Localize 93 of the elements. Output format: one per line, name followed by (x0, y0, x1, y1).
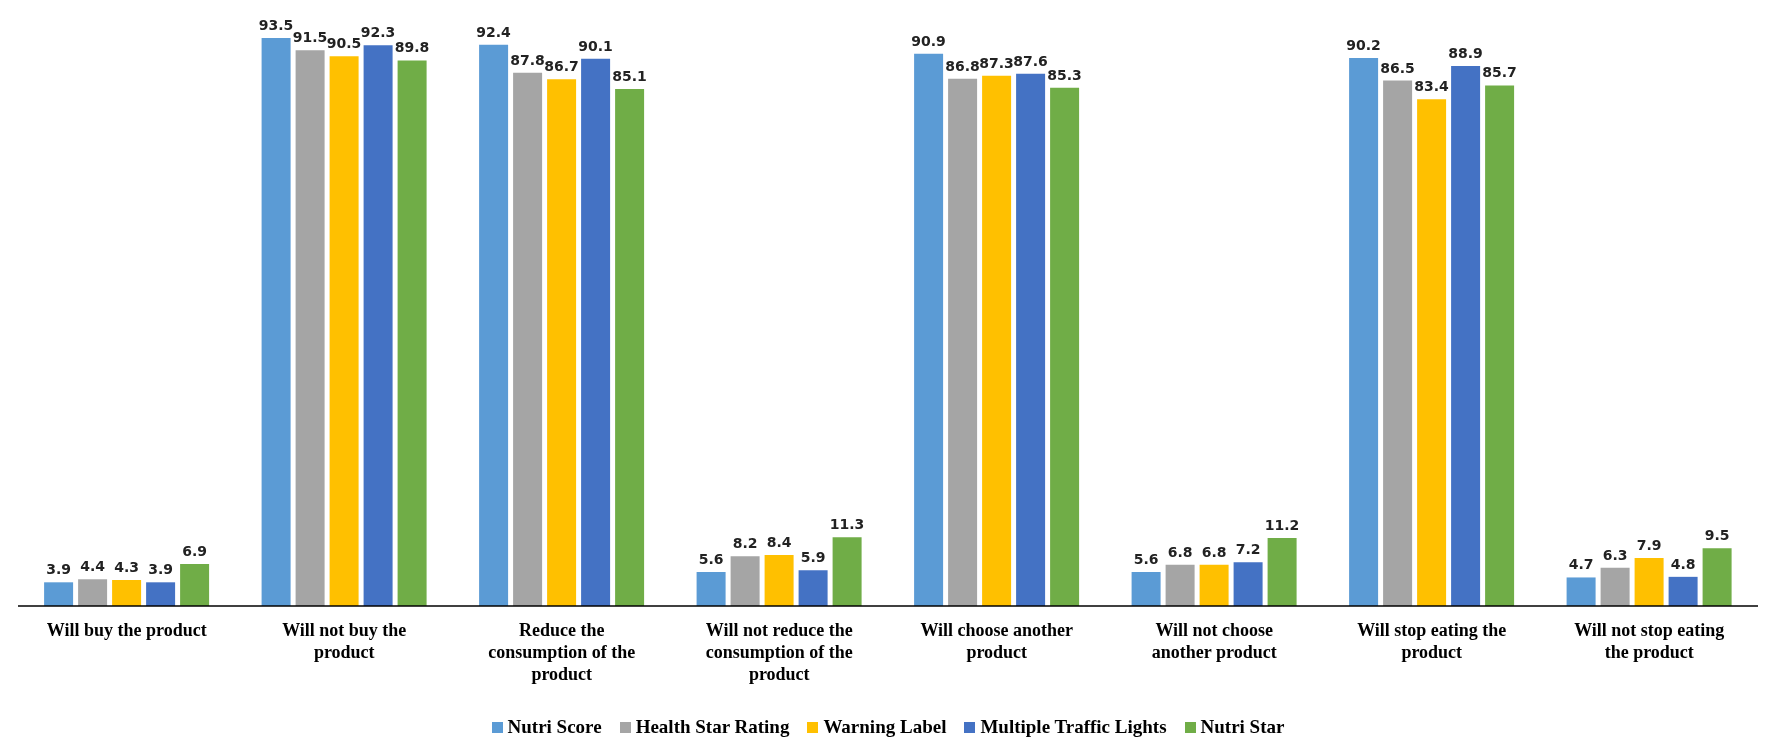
x-tick-label: Will buy the product (46, 620, 207, 640)
bar (1349, 58, 1379, 606)
data-label: 9.5 (1704, 527, 1730, 544)
x-tick-label: Reduce the consumption of the product (488, 620, 636, 684)
data-label: 4.3 (114, 558, 140, 575)
bar (363, 45, 393, 606)
x-tick-label: Will choose another product (920, 620, 1074, 662)
data-label: 83.4 (1414, 78, 1450, 95)
bar (730, 556, 760, 606)
data-label: 6.8 (1201, 543, 1227, 560)
data-label: 3.9 (46, 561, 72, 578)
data-label: 6.3 (1602, 546, 1628, 563)
data-label: 5.6 (1133, 550, 1159, 567)
bar (581, 58, 611, 606)
bar (1199, 564, 1229, 606)
bar (112, 579, 142, 606)
data-label: 89.8 (394, 39, 430, 56)
bar (1668, 576, 1698, 606)
data-label: 3.9 (148, 561, 174, 578)
data-label: 7.9 (1636, 537, 1662, 554)
data-label: 91.5 (292, 29, 328, 46)
data-label: 4.7 (1568, 556, 1594, 573)
bar (1267, 537, 1297, 606)
x-tick-label: Will not choose another product (1151, 620, 1277, 662)
data-label: 93.5 (258, 17, 294, 33)
data-label: 4.4 (80, 558, 106, 575)
bar (1131, 571, 1161, 606)
bar (1165, 564, 1195, 606)
bar (1417, 99, 1447, 606)
legend-label: Health Star Rating (634, 716, 790, 738)
data-label: 4.8 (1670, 555, 1696, 572)
data-label: 11.3 (829, 516, 865, 533)
data-label: 92.4 (476, 23, 512, 40)
data-label: 6.8 (1167, 543, 1193, 560)
x-tick-label: Will not reduce the consumption of the product (705, 620, 853, 684)
data-label: 90.5 (326, 35, 362, 52)
bar (832, 537, 862, 606)
data-label: 86.7 (544, 58, 579, 75)
data-label: 8.4 (766, 533, 792, 550)
data-label: 85.3 (1047, 66, 1082, 83)
x-tick-label: Will not stop eating the product (1574, 620, 1725, 662)
bar (1702, 548, 1732, 606)
data-label: 85.7 (1482, 64, 1517, 81)
bar (798, 570, 828, 606)
data-label: 90.9 (911, 32, 946, 49)
bar (1016, 73, 1046, 606)
data-label: 6.9 (182, 543, 208, 560)
bar (180, 564, 210, 606)
data-label: 87.8 (510, 51, 545, 68)
bar (1233, 562, 1263, 606)
bar (397, 60, 427, 606)
bar (764, 554, 794, 606)
bar (1383, 80, 1413, 606)
data-label: 5.9 (800, 549, 826, 566)
bar (261, 38, 291, 606)
data-label: 87.3 (979, 54, 1014, 71)
bar (329, 56, 359, 606)
data-label: 86.5 (1380, 59, 1415, 76)
bar (295, 50, 325, 606)
bar (1451, 65, 1481, 606)
bar (1485, 85, 1515, 606)
data-label: 8.2 (732, 535, 758, 552)
bar (1050, 87, 1080, 606)
bar (44, 582, 74, 606)
data-label: 92.3 (360, 24, 396, 41)
data-label: 90.2 (1346, 37, 1381, 54)
data-label: 7.2 (1235, 541, 1261, 558)
bar (948, 78, 978, 606)
legend-label: Nutri Score (506, 716, 602, 738)
data-label: 88.9 (1448, 44, 1483, 61)
bar (78, 579, 108, 606)
bar (1634, 558, 1664, 606)
bar (914, 53, 944, 606)
legend-label: Multiple Traffic Lights (979, 716, 1167, 738)
data-label: 11.2 (1264, 516, 1300, 533)
legend-label: Warning Label (822, 716, 947, 738)
data-label: 5.6 (698, 550, 724, 567)
x-tick-label: Will stop eating the product (1357, 620, 1507, 662)
bar (696, 571, 726, 606)
bar (547, 79, 577, 606)
bar (615, 89, 645, 606)
bar (1566, 577, 1596, 606)
data-label: 85.1 (612, 68, 647, 85)
bar (982, 75, 1012, 606)
data-label: 87.6 (1013, 52, 1048, 69)
bar (1600, 567, 1630, 606)
bar (513, 72, 543, 606)
data-label: 86.8 (945, 57, 980, 74)
legend-label: Nutri Star (1199, 716, 1285, 738)
bar (479, 44, 509, 606)
data-label: 90.1 (578, 37, 613, 54)
x-tick-label: Will not buy the product (282, 620, 407, 662)
bar (146, 582, 176, 606)
